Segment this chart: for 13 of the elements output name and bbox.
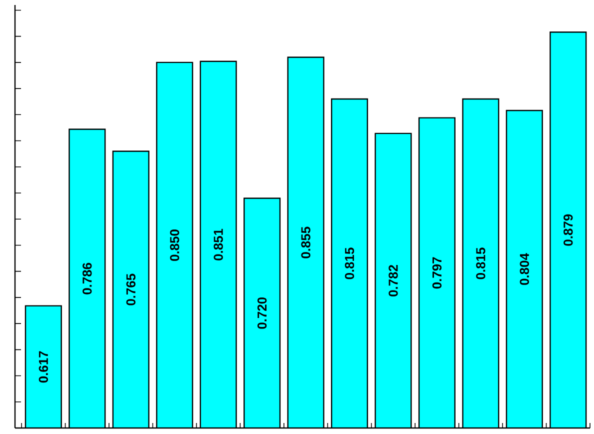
data-label: 0.786 bbox=[82, 262, 92, 294]
data-label: 0.797 bbox=[432, 257, 442, 289]
data-label: 0.850 bbox=[170, 230, 180, 261]
data-label: 0.851 bbox=[214, 228, 223, 260]
data-label: 0.879 bbox=[564, 214, 573, 246]
data-label: 0.855 bbox=[301, 226, 310, 258]
data-label: 0.815 bbox=[476, 248, 486, 280]
data-label: 0.815 bbox=[344, 248, 354, 280]
data-label: 0.765 bbox=[126, 274, 136, 306]
data-label: 0.617 bbox=[38, 351, 48, 383]
data-label: 0.804 bbox=[520, 253, 529, 285]
data-label: 0.782 bbox=[388, 265, 398, 296]
data-label: 0.720 bbox=[257, 297, 267, 329]
